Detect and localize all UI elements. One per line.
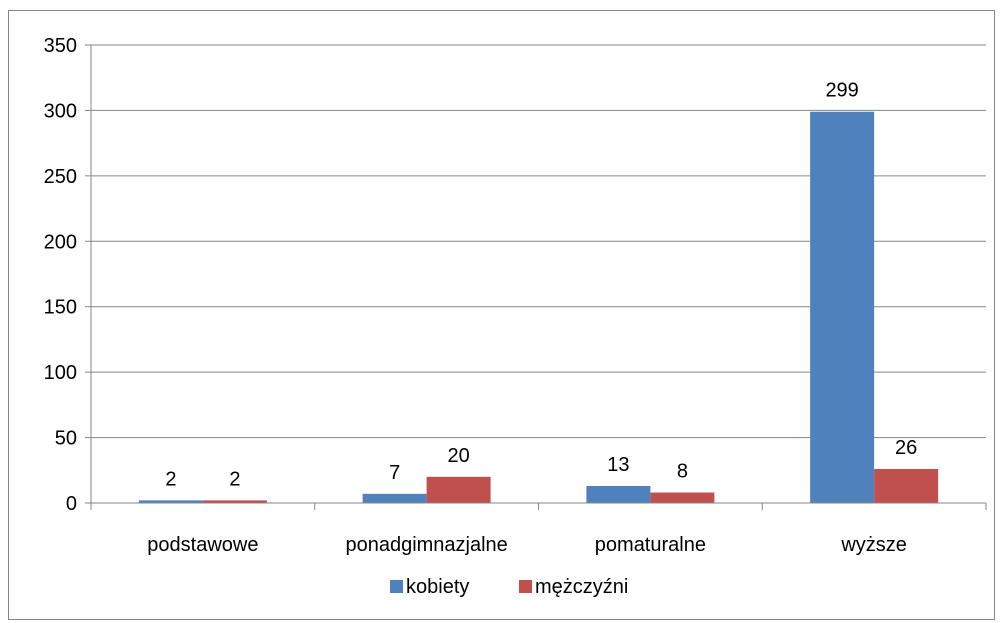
y-tick-label: 250: [44, 166, 77, 188]
x-category-label: pomaturalne: [595, 534, 706, 556]
data-label: 8: [677, 461, 688, 483]
x-category-label: wyższe: [840, 534, 907, 556]
y-tick-label: 0: [66, 493, 77, 515]
data-label: 299: [825, 80, 858, 102]
bar-kobiety: [362, 493, 427, 503]
data-label: 13: [607, 454, 629, 476]
y-tick-label: 350: [44, 35, 77, 57]
x-axis: podstawowe ponadgimnazjalne pomaturalne wyż…: [90, 502, 987, 556]
data-label: 2: [165, 468, 176, 490]
bar-mezczyzni: [202, 500, 267, 503]
x-category-label: podstawowe: [147, 534, 258, 556]
y-tick-label: 150: [44, 297, 77, 319]
bar-mezczyzni: [874, 468, 939, 503]
bar-kobiety: [810, 111, 875, 503]
legend-swatch: [390, 580, 403, 593]
bar-mezczyzni: [426, 476, 491, 503]
bar-kobiety: [138, 500, 203, 503]
data-label: 2: [229, 468, 240, 490]
y-tick-label: 200: [44, 231, 77, 253]
x-category-label: ponadgimnazjalne: [345, 534, 507, 556]
y-tick-label: 50: [55, 428, 77, 450]
legend-label: mężczyźni: [535, 576, 628, 598]
data-label: 26: [895, 437, 917, 459]
y-tick-label: 300: [44, 100, 77, 122]
data-label: 7: [389, 462, 400, 484]
legend-swatch: [519, 580, 532, 593]
bars: [138, 111, 939, 503]
bar-kobiety: [586, 485, 651, 503]
data-label: 20: [448, 445, 470, 467]
legend: kobiety mężczyźni: [390, 576, 628, 598]
bar-mezczyzni: [650, 492, 715, 503]
legend-label: kobiety: [406, 576, 469, 598]
y-tick-label: 100: [44, 362, 77, 384]
y-axis: 0 50 100 150 200 250 300 350: [44, 35, 92, 515]
